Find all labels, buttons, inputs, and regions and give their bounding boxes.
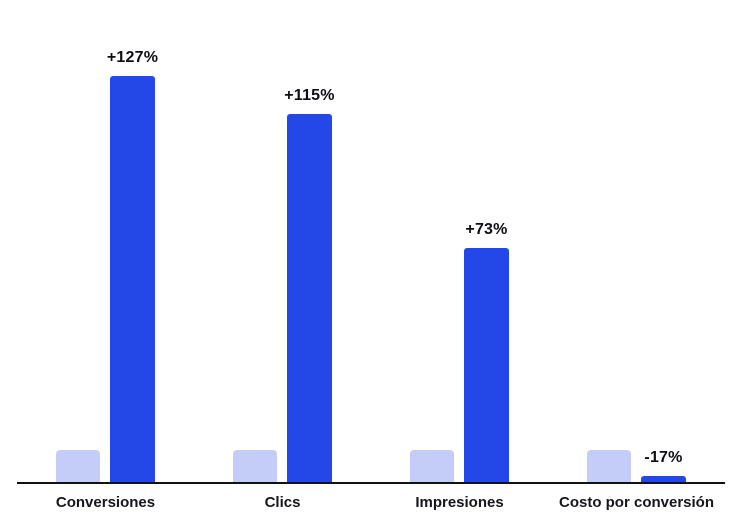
bar-pair: -17%	[548, 449, 725, 482]
bar-group-costo-por-conversion: -17% Costo por conversión	[548, 0, 725, 511]
value-label: +73%	[465, 221, 508, 238]
value-bar	[110, 76, 155, 482]
value-label: +115%	[284, 87, 335, 104]
value-bar	[464, 248, 509, 482]
value-bar-wrap: +127%	[107, 49, 158, 482]
value-label: -17%	[644, 449, 683, 466]
value-bar-wrap: +115%	[284, 87, 334, 482]
x-axis-baseline	[17, 482, 725, 484]
category-label: Costo por conversión	[558, 494, 715, 511]
reference-bar	[56, 450, 100, 482]
bar-group-conversiones: +127% Conversiones	[17, 0, 194, 511]
bar-pair: +73%	[371, 221, 548, 482]
bar-group-clics: +115% Clics	[194, 0, 371, 511]
category-label: Impresiones	[415, 494, 504, 511]
bar-pair: +115%	[194, 87, 371, 482]
value-bar	[287, 114, 332, 482]
category-label: Conversiones	[55, 494, 156, 511]
value-bar	[641, 476, 686, 482]
bar-group-impresiones: +73% Impresiones	[371, 0, 548, 511]
value-bar-wrap: -17%	[641, 449, 686, 482]
reference-bar	[410, 450, 454, 482]
value-bar-wrap: +73%	[464, 221, 509, 482]
category-label: Clics	[264, 494, 301, 511]
reference-bar	[587, 450, 631, 482]
reference-bar	[233, 450, 277, 482]
plot-area: +127% Conversiones +115% Clics +73%	[17, 0, 725, 511]
value-label: +127%	[106, 49, 159, 66]
bar-pair: +127%	[17, 49, 194, 482]
